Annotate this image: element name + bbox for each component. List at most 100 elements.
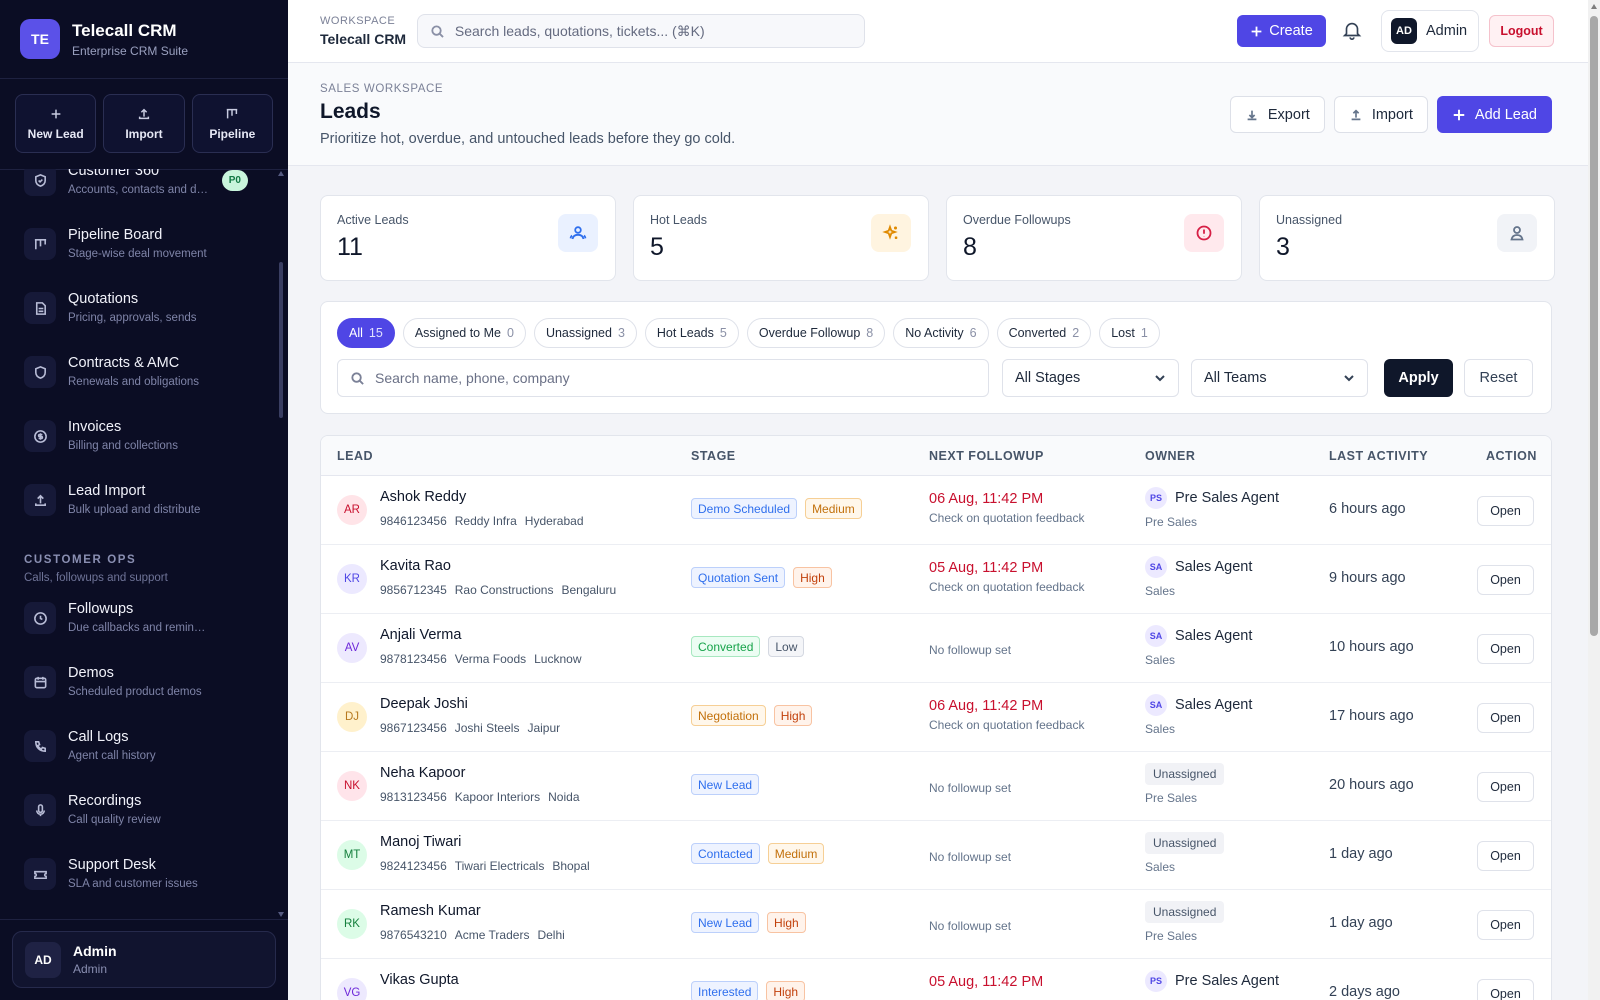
sidebar-scroll-up-arrow[interactable] xyxy=(278,171,284,176)
chip-assigned-to-me[interactable]: Assigned to Me 0 xyxy=(402,318,526,348)
chip-lost[interactable]: Lost 1 xyxy=(1099,318,1160,348)
owner-cell: SA Sales Agent Sales xyxy=(1145,556,1252,598)
lead-name[interactable]: Anjali Verma xyxy=(380,627,462,643)
window-scrollbar-thumb[interactable] xyxy=(1590,16,1598,636)
column-header-last-activity[interactable]: LAST ACTIVITY xyxy=(1329,449,1429,463)
global-search-input[interactable] xyxy=(454,23,852,39)
pipeline-quick-button[interactable]: Pipeline xyxy=(191,94,273,153)
create-button[interactable]: Create xyxy=(1237,15,1326,47)
nav-subtitle: Bulk upload and distribute xyxy=(68,504,201,516)
notifications-button[interactable] xyxy=(1341,19,1365,43)
lead-phone: 9856712345 xyxy=(380,583,447,597)
open-button[interactable]: Open xyxy=(1477,565,1534,595)
table-row[interactable]: NK Neha Kapoor 9813123456 Kapoor Interior… xyxy=(321,752,1551,821)
owner-avatar: SA xyxy=(1145,556,1167,578)
open-button[interactable]: Open xyxy=(1477,634,1534,664)
reset-button[interactable]: Reset xyxy=(1464,359,1533,397)
lead-name[interactable]: Vikas Gupta xyxy=(380,972,459,988)
stat-card-active-leads[interactable]: Active Leads 11 xyxy=(320,195,616,281)
nav-subtitle: Scheduled product demos xyxy=(68,686,202,698)
sidebar-item-quotations[interactable]: Quotations Pricing, approvals, sends xyxy=(0,288,288,352)
lead-name[interactable]: Ashok Reddy xyxy=(380,489,467,505)
global-search[interactable] xyxy=(417,14,865,48)
lead-search-input[interactable] xyxy=(375,370,975,386)
stat-card-overdue-followups[interactable]: Overdue Followups 8 xyxy=(946,195,1242,281)
sidebar-item-contracts[interactable]: Contracts & AMC Renewals and obligations xyxy=(0,352,288,416)
scroll-up-arrow[interactable] xyxy=(1591,4,1597,9)
lead-name[interactable]: Manoj Tiwari xyxy=(380,834,462,850)
team-select[interactable]: All Teams xyxy=(1191,359,1368,397)
brand-name: Telecall CRM xyxy=(72,20,177,40)
column-header-stage[interactable]: STAGE xyxy=(691,449,736,463)
open-button[interactable]: Open xyxy=(1477,910,1534,940)
sidebar-user-card[interactable]: AD Admin Admin xyxy=(12,931,276,988)
avatar: AV xyxy=(337,633,367,663)
chip-overdue-followup[interactable]: Overdue Followup 8 xyxy=(746,318,886,348)
brand[interactable]: TE Telecall CRM Enterprise CRM Suite xyxy=(0,0,288,79)
stat-label: Unassigned xyxy=(1276,213,1343,227)
table-row[interactable]: AR Ashok Reddy 9846123456 Reddy Infra Hyd… xyxy=(321,476,1551,545)
window-scrollbar[interactable] xyxy=(1588,0,1600,1000)
table-row[interactable]: RK Ramesh Kumar 9876543210 Acme Traders D… xyxy=(321,890,1551,959)
sidebar-item-customer-360[interactable]: Customer 360 Accounts, contacts and de...… xyxy=(0,169,288,224)
lead-name[interactable]: Deepak Joshi xyxy=(380,696,468,712)
lead-name[interactable]: Ramesh Kumar xyxy=(380,903,481,919)
table-row[interactable]: DJ Deepak Joshi 9867123456 Joshi Steels J… xyxy=(321,683,1551,752)
sidebar-item-invoices[interactable]: Invoices Billing and collections xyxy=(0,416,288,480)
owner-team: Pre Sales xyxy=(1145,791,1198,805)
chip-no-activity[interactable]: No Activity 6 xyxy=(893,318,989,348)
stage-cell: Converted Low xyxy=(691,636,805,657)
column-header-lead[interactable]: LEAD xyxy=(337,449,374,463)
stat-label: Active Leads xyxy=(337,213,409,227)
lead-company: Kapoor Interiors xyxy=(454,790,541,804)
sidebar-item-followups[interactable]: Followups Due callbacks and reminders xyxy=(0,598,288,662)
stat-card-unassigned[interactable]: Unassigned 3 xyxy=(1259,195,1555,281)
sidebar-item-support-desk[interactable]: Support Desk SLA and customer issues xyxy=(0,854,288,918)
column-header-owner[interactable]: OWNER xyxy=(1145,449,1196,463)
owner-team: Sales xyxy=(1145,653,1176,667)
lead-filters: All 15 Assigned to Me 0 Unassigned 3 Hot Le… xyxy=(320,301,1552,414)
open-button[interactable]: Open xyxy=(1477,979,1534,1000)
logout-button[interactable]: Logout xyxy=(1489,15,1554,47)
open-button[interactable]: Open xyxy=(1477,496,1534,526)
apply-button[interactable]: Apply xyxy=(1384,359,1453,397)
account-menu[interactable]: AD Admin xyxy=(1381,10,1479,52)
sidebar-scrollbar[interactable] xyxy=(279,262,283,418)
chip-converted[interactable]: Converted 2 xyxy=(996,318,1092,348)
open-button[interactable]: Open xyxy=(1477,772,1534,802)
last-activity: 1 day ago xyxy=(1329,915,1393,931)
stat-card-hot-leads[interactable]: Hot Leads 5 xyxy=(633,195,929,281)
lead-meta: 9878123456 Verma Foods Lucknow xyxy=(380,652,582,666)
chip-all[interactable]: All 15 xyxy=(337,318,395,348)
lead-search[interactable] xyxy=(337,359,989,397)
chip-hot-leads[interactable]: Hot Leads 5 xyxy=(644,318,739,348)
kanban-icon xyxy=(24,228,56,260)
open-button[interactable]: Open xyxy=(1477,841,1534,871)
sidebar-scroll-down-arrow[interactable] xyxy=(278,912,284,917)
chip-label: All xyxy=(349,326,363,340)
open-button[interactable]: Open xyxy=(1477,703,1534,733)
sidebar-item-call-logs[interactable]: Call Logs Agent call history xyxy=(0,726,288,790)
sidebar-item-recordings[interactable]: Recordings Call quality review xyxy=(0,790,288,854)
table-row[interactable]: VG Vikas Gupta Interested High 05 Aug, 11:4… xyxy=(321,959,1551,1000)
sidebar-item-demos[interactable]: Demos Scheduled product demos xyxy=(0,662,288,726)
chip-unassigned[interactable]: Unassigned 3 xyxy=(533,318,637,348)
new-lead-button[interactable]: New Lead xyxy=(15,94,97,153)
lead-company: Reddy Infra xyxy=(454,514,517,528)
import-button[interactable]: Import xyxy=(1333,96,1428,133)
table-row[interactable]: AV Anjali Verma 9878123456 Verma Foods Lu… xyxy=(321,614,1551,683)
stage-select[interactable]: All Stages xyxy=(1002,359,1179,397)
add-lead-button[interactable]: Add Lead xyxy=(1436,96,1552,133)
lead-name[interactable]: Kavita Rao xyxy=(380,558,451,574)
lead-meta: 9846123456 Reddy Infra Hyderabad xyxy=(380,514,584,528)
column-header-next-followup[interactable]: NEXT FOLLOWUP xyxy=(929,449,1044,463)
chip-count: 0 xyxy=(506,326,514,340)
import-quick-button[interactable]: Import xyxy=(103,94,185,153)
sidebar-item-lead-import[interactable]: Lead Import Bulk upload and distribute xyxy=(0,480,288,544)
stage-cell: Contacted Medium xyxy=(691,843,825,864)
sidebar-item-pipeline-board[interactable]: Pipeline Board Stage-wise deal movement xyxy=(0,224,288,288)
lead-name[interactable]: Neha Kapoor xyxy=(380,765,466,781)
table-row[interactable]: KR Kavita Rao 9856712345 Rao Construction… xyxy=(321,545,1551,614)
export-button[interactable]: Export xyxy=(1229,96,1325,133)
table-row[interactable]: MT Manoj Tiwari 9824123456 Tiwari Electri… xyxy=(321,821,1551,890)
